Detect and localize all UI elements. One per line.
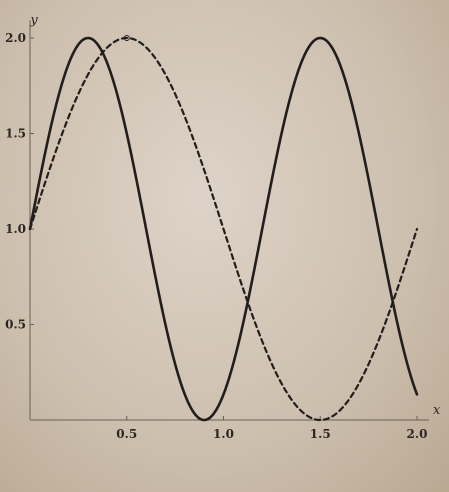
dashed-series-point xyxy=(222,228,224,230)
tick-labels: 0.5 1.0 1.5 2.0 0.5 1.0 1.5 2.0 x y xyxy=(5,13,441,441)
solid-series-point xyxy=(358,323,360,325)
dashed-series-point xyxy=(29,228,31,230)
solid-series-point xyxy=(396,323,398,325)
y-tick-label: 1.0 xyxy=(5,222,26,236)
dashed-series-line xyxy=(28,36,419,422)
dashed-series-point xyxy=(77,92,79,94)
dashed-series-point xyxy=(367,363,369,365)
solid-series-point xyxy=(164,132,166,134)
solid-series-point xyxy=(319,37,321,39)
solid-series-point xyxy=(87,228,89,230)
axes xyxy=(29,20,429,421)
solid-series-point xyxy=(48,62,50,64)
solid-series-point xyxy=(377,419,379,421)
x-tick-label: 0.5 xyxy=(116,427,137,441)
x-tick-label: 1.5 xyxy=(310,427,331,441)
solid-series-point xyxy=(261,394,263,396)
solid-series-point xyxy=(280,228,282,230)
y-tick-label: 1.5 xyxy=(5,127,26,141)
solid-series-point xyxy=(184,37,186,39)
y-tick-label: 2.0 xyxy=(5,31,26,45)
solid-series-point xyxy=(338,132,340,134)
solid-series-point xyxy=(145,323,147,325)
y-axis-label: y xyxy=(29,13,38,28)
dashed-series-point xyxy=(319,419,321,421)
x-tick-label: 2.0 xyxy=(407,427,428,441)
y-tick-label: 0.5 xyxy=(5,318,26,332)
x-axis-label: x xyxy=(433,403,441,418)
peak-marker xyxy=(123,35,130,41)
dashed-series-point xyxy=(271,363,273,365)
solid-series-point xyxy=(106,394,108,396)
dashed-series-point xyxy=(416,228,418,230)
series-layer xyxy=(28,35,419,422)
solid-series-point xyxy=(300,62,302,64)
solid-series-point xyxy=(126,419,128,421)
solid-series-line xyxy=(28,36,419,422)
dashed-series-point xyxy=(126,37,128,39)
dashed-series-point xyxy=(174,92,176,94)
solid-series-point xyxy=(242,394,244,396)
x-tick-label: 1.0 xyxy=(213,427,234,441)
solid-series-point xyxy=(68,62,70,64)
solid-series-point xyxy=(203,132,205,134)
